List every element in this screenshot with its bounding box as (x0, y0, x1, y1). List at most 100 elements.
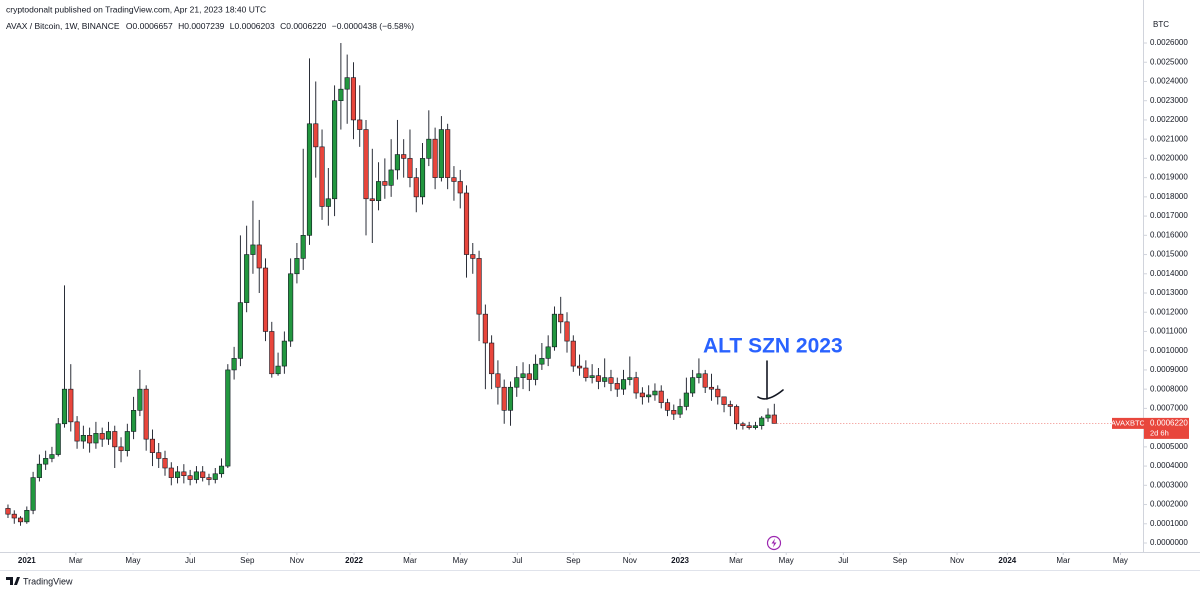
candle-body (558, 313, 564, 323)
y-tick-label: 0.0021000 (1150, 134, 1188, 143)
candle-body (225, 369, 231, 467)
candle-body (193, 471, 199, 480)
candle-body (727, 404, 733, 407)
candle-body (256, 244, 262, 269)
candle-body (388, 169, 394, 186)
candle-body (419, 158, 426, 198)
change: −0.0000438 (−6.58%) (332, 21, 414, 31)
candle-body (294, 258, 300, 275)
candle-body (501, 386, 507, 411)
y-tick-label: 0.0023000 (1150, 96, 1188, 105)
candle-body (49, 454, 55, 459)
candle-body (118, 446, 124, 451)
x-tick-label: May (779, 556, 794, 565)
x-tick-label: Mar (1056, 556, 1070, 565)
candle-body (394, 154, 400, 171)
y-tick-label: 0.0024000 (1150, 77, 1188, 86)
candle-body (463, 192, 470, 255)
x-tick-label: May (125, 556, 140, 565)
candle-body (426, 138, 432, 159)
x-tick-label: Mar (403, 556, 417, 565)
y-tick-label: 0.0018000 (1150, 192, 1188, 201)
candle-body (68, 388, 74, 423)
candle-body (407, 158, 413, 178)
x-tick-label: Jul (185, 556, 195, 565)
y-tick-label: 0.0012000 (1150, 307, 1188, 316)
candle-body (470, 254, 476, 259)
candle-body (595, 375, 601, 382)
footer-brand: TradingView (23, 576, 73, 586)
y-tick-label: 0.0026000 (1150, 38, 1188, 47)
candle-body (664, 402, 671, 411)
price-tag-box (1144, 417, 1189, 439)
candle-body (363, 129, 369, 200)
candle-body (382, 181, 388, 186)
candle-body (74, 421, 80, 442)
candle-body (338, 88, 344, 102)
x-tick-label: Sep (240, 556, 255, 565)
candle-body (175, 471, 181, 478)
event-bolt[interactable] (771, 538, 777, 548)
candle-body (11, 513, 17, 519)
candle-body (244, 254, 250, 303)
candle-body (520, 373, 526, 378)
y-tick-label: 0.0020000 (1150, 154, 1188, 163)
x-tick-label: May (1113, 556, 1128, 565)
candle-body (620, 379, 627, 390)
candle-body (476, 258, 482, 315)
y-tick-label: 0.0016000 (1150, 230, 1188, 239)
candle-body (489, 342, 495, 375)
candle-body (131, 410, 137, 432)
candle-body (413, 177, 419, 198)
plot-area (5, 43, 777, 526)
x-tick-label: Jul (838, 556, 848, 565)
candle-body (752, 425, 759, 428)
event-icon[interactable] (766, 535, 782, 551)
candle-body (690, 377, 696, 394)
candle-body (734, 406, 740, 425)
x-tick-label: 2021 (18, 556, 36, 565)
candle-body (759, 417, 765, 426)
candle-body (137, 388, 143, 411)
candle-body (143, 388, 149, 440)
ohlc-label: L (230, 21, 235, 31)
candle-body (105, 431, 112, 440)
candle-body (564, 321, 570, 342)
candle-body (36, 463, 42, 478)
ohlc-label: H (178, 21, 184, 31)
candle-body (344, 77, 350, 90)
publisher-line: cryptodonalt published on TradingView.co… (6, 4, 266, 14)
y-tick-label: 0.0009000 (1150, 365, 1188, 374)
ohlc-value: 0.0006657 (133, 21, 173, 31)
y-tick-label: 0.0019000 (1150, 173, 1188, 182)
candle-body (646, 394, 652, 398)
candle-body (112, 431, 118, 448)
candle-body (319, 146, 325, 207)
x-tick-label: 2022 (345, 556, 363, 565)
candle-body (614, 383, 620, 390)
candle-body (401, 154, 407, 159)
candle-body (551, 313, 558, 348)
x-tick-label: Sep (893, 556, 908, 565)
candle-body (187, 475, 193, 480)
ohlc-label: C (280, 21, 286, 31)
candle-body (708, 386, 715, 390)
x-tick-label: 2023 (671, 556, 689, 565)
candle-body (206, 477, 212, 480)
x-tick-label: Mar (729, 556, 743, 565)
ohlc-value: 0.0006220 (286, 21, 326, 31)
x-tick-label: Nov (623, 556, 637, 565)
y-tick-label: 0.0008000 (1150, 384, 1188, 393)
candle-body (577, 365, 583, 369)
candle-body (369, 198, 375, 202)
price-tag-countdown: 2d 6h (1150, 428, 1169, 437)
candle-body (313, 123, 319, 148)
candle-body (589, 375, 595, 378)
candle-body (507, 386, 514, 411)
ohlc-value: 0.0006203 (235, 21, 275, 31)
candle-body (200, 471, 206, 478)
candle-body (61, 388, 68, 425)
candle-body (495, 373, 501, 388)
y-tick-label: 0.0001000 (1150, 519, 1188, 528)
